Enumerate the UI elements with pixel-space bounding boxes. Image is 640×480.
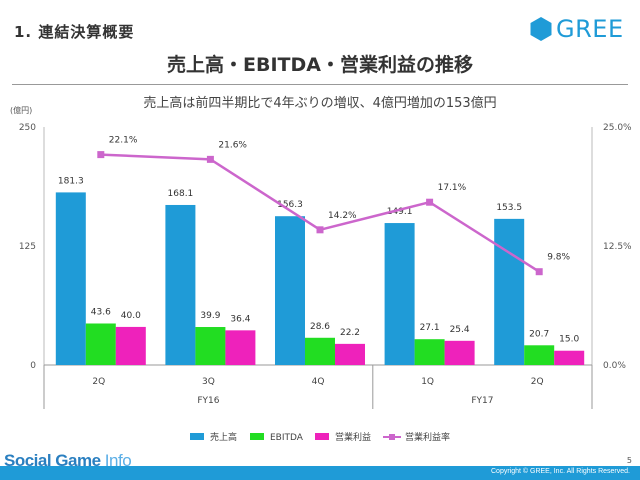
bar-EBITDA [195, 327, 226, 365]
legend-label: 営業利益率 [405, 431, 450, 443]
logo-text: GREE [556, 15, 624, 43]
group-label: FY17 [471, 396, 493, 406]
y-right-tick-label: 0.0% [603, 361, 626, 371]
bar-営業利益 [335, 343, 365, 365]
bar-営業利益 [115, 326, 146, 365]
bar-data-label: 149.1 [387, 207, 413, 217]
bar-data-label: 36.4 [230, 314, 250, 324]
legend-label: 営業利益 [335, 431, 371, 443]
x-tick-label: 2Q [531, 377, 544, 387]
bar-data-label: 39.9 [200, 311, 220, 321]
legend-swatch [190, 433, 204, 440]
watermark: Social Game Info [4, 451, 132, 471]
bar-data-label: 168.1 [168, 189, 194, 199]
bar-営業利益 [554, 350, 585, 365]
bar-営業利益 [444, 340, 475, 365]
bar-data-label: 25.4 [450, 325, 470, 335]
y-left-tick-label: 125 [19, 242, 36, 252]
group-label: FY16 [197, 396, 219, 406]
line-data-label: 14.2% [328, 211, 357, 221]
line-point [206, 155, 214, 163]
footer-band [0, 466, 640, 480]
y-right-tick-label: 12.5% [603, 242, 632, 252]
line-data-label: 21.6% [218, 140, 247, 150]
section-title: 1. 連結決算概要 [14, 23, 135, 41]
line-data-label: 9.8% [547, 253, 570, 263]
bar-data-label: 43.6 [91, 307, 111, 317]
hexagon-icon [530, 17, 552, 41]
y-right-tick-label: 25.0% [603, 123, 632, 133]
line-data-label: 22.1% [109, 136, 138, 146]
page-title: 売上高・EBITDA・営業利益の推移 [167, 54, 473, 76]
y-unit-label: (億円) [10, 105, 32, 115]
bar-売上高 [275, 216, 305, 365]
y-left-tick-label: 0 [30, 361, 36, 371]
bar-data-label: 15.0 [559, 335, 579, 345]
x-tick-label: 1Q [421, 377, 434, 387]
x-tick-label: 2Q [92, 377, 105, 387]
bar-data-label: 181.3 [58, 176, 84, 186]
x-tick-label: 4Q [312, 377, 325, 387]
bar-売上高 [165, 204, 196, 365]
line-data-label: 17.1% [438, 183, 467, 193]
title-divider [12, 84, 628, 85]
bar-data-label: 28.6 [310, 322, 330, 332]
gree-logo: GREE [530, 14, 624, 44]
legend-label: EBITDA [270, 433, 304, 443]
line-point [535, 268, 543, 276]
page-number: 5 [626, 456, 632, 465]
bar-data-label: 22.2 [340, 328, 360, 338]
line-point [316, 226, 324, 234]
bar-売上高 [55, 192, 86, 365]
bar-EBITDA [85, 323, 116, 365]
bar-営業利益 [225, 330, 256, 365]
legend-swatch [250, 433, 264, 440]
bar-EBITDA [305, 337, 335, 365]
legend-swatch-marker [389, 434, 395, 440]
bar-売上高 [494, 218, 525, 365]
bar-data-label: 153.5 [496, 203, 522, 213]
watermark-text-a: Social Game [4, 451, 101, 470]
legend-label: 売上高 [210, 431, 237, 443]
legend-swatch [315, 433, 329, 440]
bar-data-label: 27.1 [420, 323, 440, 333]
copyright-text: Copyright © GREE, Inc. All Rights Reserv… [491, 468, 630, 475]
watermark-text-b: Info [104, 451, 132, 470]
bar-data-label: 20.7 [529, 329, 549, 339]
bar-data-label: 40.0 [121, 311, 141, 321]
y-left-tick-label: 250 [19, 123, 36, 133]
line-point [97, 151, 105, 159]
line-point [426, 198, 434, 206]
bar-EBITDA [414, 339, 445, 365]
page-subtitle: 売上高は前四半期比で4年ぶりの増収、4億円増加の153億円 [143, 96, 497, 111]
bar-EBITDA [524, 345, 555, 365]
x-tick-label: 3Q [202, 377, 215, 387]
bar-売上高 [384, 223, 415, 365]
bar-data-label: 156.3 [277, 200, 303, 210]
